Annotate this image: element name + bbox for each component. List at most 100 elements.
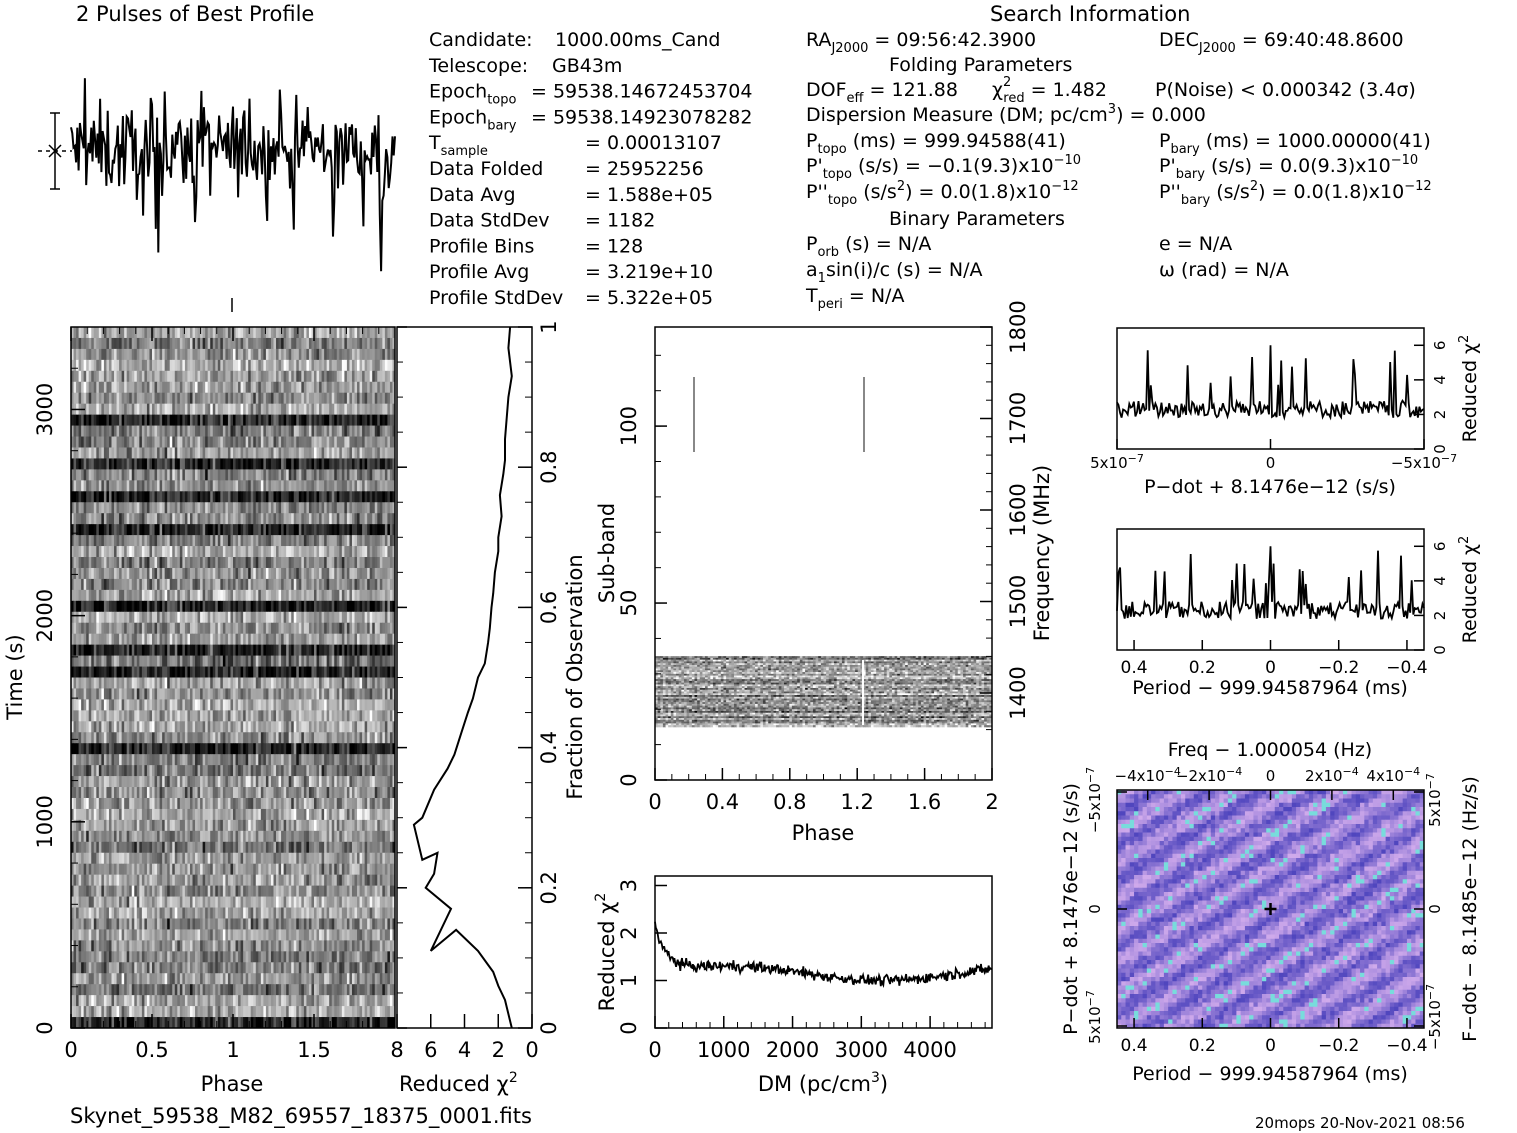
heatmap-cell	[268, 338, 271, 349]
heatmap-cell	[81, 327, 84, 338]
heatmap-cell	[91, 721, 94, 732]
heatmap-cell	[281, 710, 284, 721]
heatmap-cell	[86, 447, 89, 458]
heatmap-cell	[286, 371, 289, 382]
heatmap-cell	[355, 469, 358, 480]
heatmap-cell	[291, 645, 294, 656]
pulse-profile-plot	[38, 78, 395, 312]
heatmap-cell	[152, 710, 155, 721]
heatmap-cell	[375, 557, 378, 568]
heatmap-cell	[200, 667, 203, 678]
heatmap-cell	[185, 338, 188, 349]
heatmap-cell	[147, 645, 150, 656]
heatmap-cell	[129, 338, 132, 349]
heatmap-cell	[319, 415, 322, 426]
heatmap-cell	[266, 721, 269, 732]
heatmap-cell	[365, 732, 368, 743]
heatmap-cell	[127, 404, 130, 415]
heatmap-cell	[112, 513, 115, 524]
heatmap-cell	[375, 590, 378, 601]
heatmap-cell	[155, 338, 158, 349]
heatmap-cell	[139, 535, 142, 546]
heatmap-cell	[327, 447, 330, 458]
heatmap-cell	[112, 546, 115, 557]
heatmap-cell	[304, 710, 307, 721]
heatmap-cell	[89, 447, 92, 458]
heatmap-cell	[301, 349, 304, 360]
heatmap-cell	[81, 612, 84, 623]
heatmap-cell	[225, 360, 228, 371]
heatmap-cell	[137, 393, 140, 404]
heatmap-cell	[203, 667, 206, 678]
heatmap-cell	[149, 721, 152, 732]
heatmap-cell	[74, 557, 77, 568]
heatmap-cell	[349, 458, 352, 469]
heatmap-cell	[309, 688, 312, 699]
heatmap-cell	[284, 699, 287, 710]
heatmap-cell	[74, 360, 77, 371]
heatmap-cell	[334, 404, 337, 415]
heatmap-cell	[218, 743, 221, 754]
heatmap-cell	[149, 634, 152, 645]
heatmap-cell	[334, 349, 337, 360]
heatmap-cell	[294, 678, 297, 689]
heatmap-cell	[114, 382, 117, 393]
heatmap-cell	[99, 338, 102, 349]
heatmap-cell	[268, 667, 271, 678]
heatmap-cell	[200, 502, 203, 513]
heatmap-cell	[360, 360, 363, 371]
heatmap-cell	[355, 371, 358, 382]
heatmap-cell	[281, 590, 284, 601]
heatmap-cell	[337, 491, 340, 502]
heatmap-cell	[276, 524, 279, 535]
heatmap-cell	[382, 447, 385, 458]
heatmap-cell	[84, 699, 87, 710]
heatmap-cell	[86, 513, 89, 524]
heatmap-cell	[233, 710, 236, 721]
heatmap-cell	[357, 590, 360, 601]
heatmap-cell	[117, 634, 120, 645]
heatmap-cell	[96, 590, 99, 601]
heatmap-cell	[301, 568, 304, 579]
heatmap-cell	[339, 480, 342, 491]
heatmap-cell	[355, 458, 358, 469]
heatmap-cell	[334, 360, 337, 371]
heatmap-cell	[314, 710, 317, 721]
heatmap-cell	[274, 568, 277, 579]
heatmap-cell	[200, 579, 203, 590]
heatmap-cell	[377, 667, 380, 678]
heatmap-cell	[203, 338, 206, 349]
heatmap-cell	[352, 458, 355, 469]
heatmap-cell	[332, 699, 335, 710]
heatmap-cell	[195, 404, 198, 415]
heatmap-cell	[251, 568, 254, 579]
heatmap-cell	[268, 524, 271, 535]
heatmap-cell	[218, 338, 221, 349]
heatmap-cell	[74, 447, 77, 458]
heatmap-cell	[352, 721, 355, 732]
heatmap-cell	[281, 458, 284, 469]
heatmap-cell	[349, 557, 352, 568]
heatmap-cell	[370, 447, 373, 458]
heatmap-cell	[230, 601, 233, 612]
heatmap-cell	[91, 645, 94, 656]
heatmap-cell	[319, 327, 322, 338]
heatmap-cell	[286, 721, 289, 732]
heatmap-cell	[253, 426, 256, 437]
heatmap-cell	[261, 546, 264, 557]
heatmap-cell	[96, 645, 99, 656]
heatmap-cell	[387, 338, 390, 349]
heatmap-cell	[233, 349, 236, 360]
heatmap-cell	[162, 371, 165, 382]
heatmap-cell	[228, 382, 231, 393]
heatmap-cell	[218, 645, 221, 656]
heatmap-cell	[306, 579, 309, 590]
heatmap-cell	[124, 688, 127, 699]
heatmap-cell	[213, 480, 216, 491]
heatmap-cell	[284, 579, 287, 590]
heatmap-cell	[390, 623, 393, 634]
heatmap-cell	[203, 634, 206, 645]
heatmap-cell	[284, 656, 287, 667]
heatmap-cell	[299, 590, 302, 601]
heatmap-cell	[117, 623, 120, 634]
